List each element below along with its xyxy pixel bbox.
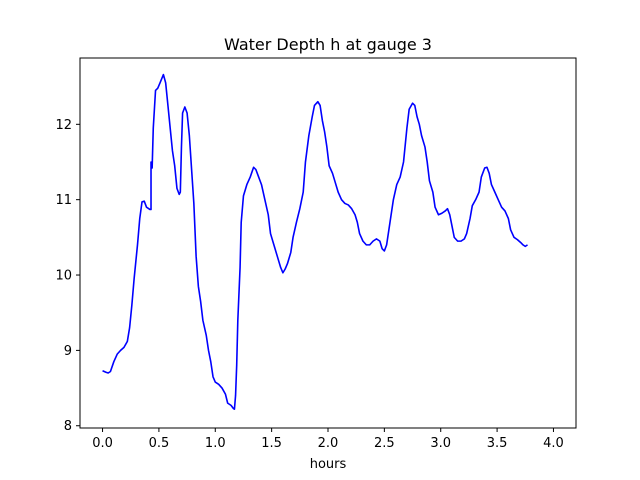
series-line-0 — [102, 73, 528, 410]
series-layer — [102, 73, 528, 410]
x-tick-label: 2.0 — [318, 436, 339, 451]
y-tick-label: 8 — [64, 419, 72, 434]
y-tick-label: 10 — [55, 269, 72, 284]
x-tick-label: 0.5 — [149, 436, 170, 451]
y-tick-label: 9 — [64, 344, 72, 359]
y-tick-label: 11 — [55, 193, 72, 208]
x-axis-label: hours — [310, 457, 347, 472]
y-tick-label: 12 — [55, 118, 72, 133]
x-tick-label: 0.0 — [92, 436, 113, 451]
x-tick-label: 3.0 — [430, 436, 451, 451]
chart-title: Water Depth h at gauge 3 — [224, 35, 432, 54]
x-tick-label: 3.5 — [487, 436, 508, 451]
x-tick-label: 4.0 — [543, 436, 564, 451]
y-axis: 8 9 10 11 12 — [55, 118, 80, 434]
x-tick-label: 1.0 — [205, 436, 226, 451]
x-tick-label: 1.5 — [261, 436, 282, 451]
x-tick-label: 2.5 — [374, 436, 395, 451]
x-axis: 0.0 0.5 1.0 1.5 2.0 2.5 3.0 3.5 4.0 — [92, 428, 564, 451]
